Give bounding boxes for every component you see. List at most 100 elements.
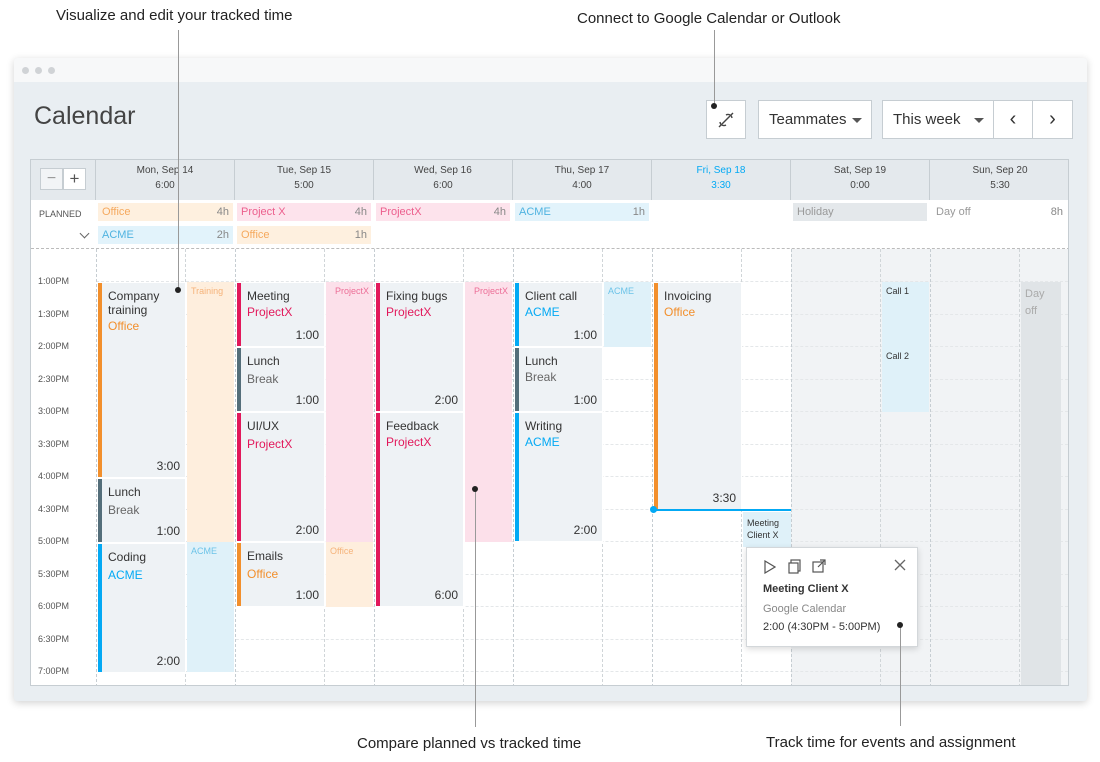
- planned-block[interactable]: Call 2: [882, 347, 929, 412]
- time-entry[interactable]: Emails Office 1:00: [236, 542, 325, 607]
- day-date: Thu, Sep 17: [554, 165, 610, 176]
- annotation-dot: [472, 486, 478, 492]
- annotation-line: [475, 490, 476, 727]
- day-total: 5:00: [294, 180, 314, 191]
- popup-title: Meeting Client X: [763, 583, 849, 595]
- planned-item[interactable]: Office 4h: [98, 203, 233, 221]
- day-header-tue: Tue, Sep 15 5:00: [235, 160, 374, 200]
- planned-item[interactable]: ProjectX 4h: [376, 203, 510, 221]
- day-date: Tue, Sep 15: [276, 165, 332, 176]
- time-entry[interactable]: Meeting ProjectX 1:00: [236, 282, 325, 347]
- time-entry[interactable]: Lunch Break 1:00: [236, 347, 325, 412]
- app-window: Calendar Teammates This week ‹ › − + Mon…: [14, 58, 1087, 701]
- chevron-down-icon: [852, 118, 862, 123]
- planned-item[interactable]: ACME 2h: [98, 226, 233, 244]
- annotation-dot: [897, 622, 903, 628]
- hour-label: 4:30PM: [38, 503, 70, 514]
- time-entry[interactable]: Fixing bugs ProjectX 2:00: [375, 282, 464, 412]
- time-entry[interactable]: Invoicing Office 3:30: [653, 282, 742, 510]
- chevron-left-icon: ‹: [1009, 108, 1017, 130]
- play-icon[interactable]: [763, 559, 777, 577]
- teammates-label: Teammates: [769, 111, 847, 128]
- popup-time: 2:00 (4:30PM - 5:00PM): [763, 621, 881, 633]
- window-dot: [22, 67, 29, 74]
- day-date: Sat, Sep 19: [833, 165, 887, 176]
- time-entry[interactable]: UI/UX ProjectX 2:00: [236, 412, 325, 542]
- next-week-button[interactable]: ›: [1032, 100, 1073, 139]
- planned-block[interactable]: ProjectX: [465, 282, 512, 542]
- day-date: Sun, Sep 20: [972, 165, 1028, 176]
- annotation-dot: [711, 103, 717, 109]
- copy-icon[interactable]: [788, 559, 802, 577]
- planned-item[interactable]: Day off 8h: [932, 203, 1067, 221]
- planned-item[interactable]: Holiday: [793, 203, 927, 221]
- event-popup: Meeting Client X Google Calendar 2:00 (4…: [746, 547, 918, 647]
- time-entry[interactable]: Coding ACME 2:00: [97, 543, 186, 673]
- window-titlebar: [14, 58, 1087, 82]
- hour-label: 3:30PM: [38, 438, 70, 449]
- hour-label: 1:00PM: [38, 276, 70, 286]
- page-title: Calendar: [34, 102, 136, 130]
- time-entry[interactable]: Writing ACME 2:00: [514, 412, 603, 542]
- day-total: 3:30: [711, 180, 731, 191]
- popup-source: Google Calendar: [763, 603, 847, 615]
- day-header-thu: Thu, Sep 17 4:00: [513, 160, 652, 200]
- planned-item[interactable]: ACME 1h: [515, 203, 649, 221]
- zoom-controls: − +: [31, 160, 96, 200]
- hour-label: 4:00PM: [38, 471, 70, 481]
- teammates-dropdown[interactable]: Teammates: [758, 100, 872, 139]
- planned-block[interactable]: Office: [326, 542, 373, 607]
- day-header-wed: Wed, Sep 16 6:00: [374, 160, 513, 200]
- planned-block[interactable]: Training: [187, 282, 234, 542]
- current-time-line: [653, 509, 791, 511]
- time-entry[interactable]: Feedback ProjectX 6:00: [375, 412, 464, 607]
- close-icon[interactable]: [894, 559, 906, 574]
- time-entry[interactable]: Lunch Break 1:00: [97, 478, 186, 543]
- hour-label: 3:00PM: [38, 406, 70, 416]
- day-total: 5:30: [990, 180, 1010, 191]
- planned-block[interactable]: ProjectX: [326, 282, 373, 542]
- current-time-dot: [650, 506, 657, 513]
- annotation-line: [178, 30, 179, 288]
- hour-label: 1:30PM: [38, 308, 70, 319]
- hour-label: 5:00PM: [38, 536, 70, 546]
- hour-label: 7:00PM: [38, 666, 70, 676]
- annotation-line: [900, 626, 901, 726]
- hour-label: 6:30PM: [38, 633, 70, 644]
- day-total: 0:00: [850, 180, 870, 191]
- hour-label: 2:00PM: [38, 341, 70, 351]
- day-date: Mon, Sep 14: [136, 165, 194, 176]
- window-dot: [48, 67, 55, 74]
- date-range-dropdown[interactable]: This week: [882, 100, 994, 139]
- annotation-dot: [175, 287, 181, 293]
- planned-block[interactable]: ACME: [604, 282, 651, 347]
- zoom-out-button[interactable]: −: [40, 168, 63, 190]
- open-external-icon[interactable]: [812, 559, 826, 576]
- planned-item[interactable]: Project X 4h: [237, 203, 371, 221]
- planned-block[interactable]: Call 1: [882, 282, 929, 347]
- planned-item[interactable]: Office 1h: [237, 226, 371, 244]
- day-total: 6:00: [433, 180, 453, 191]
- zoom-in-button[interactable]: +: [63, 168, 86, 190]
- annotation-line: [714, 30, 715, 105]
- day-total: 6:00: [155, 180, 175, 191]
- calendar-event-chip[interactable]: Meeting Client X: [743, 512, 791, 547]
- chevron-right-icon: ›: [1049, 108, 1056, 130]
- day-header-sun: Sun, Sep 20 5:30: [930, 160, 1068, 200]
- calendar-grid: − + Mon, Sep 14 6:00 Tue, Sep 15 5:00 Wed,…: [30, 159, 1069, 686]
- planned-block[interactable]: Day off: [1021, 282, 1061, 685]
- date-range-label: This week: [893, 111, 961, 128]
- annotation-edit: Visualize and edit your tracked time: [56, 7, 293, 24]
- time-entry[interactable]: Client call ACME 1:00: [514, 282, 603, 347]
- annotation-connect: Connect to Google Calendar or Outlook: [577, 10, 841, 27]
- hour-label: 5:30PM: [38, 568, 70, 579]
- time-entry[interactable]: Company training Office 3:00: [97, 282, 186, 478]
- annotation-track: Track time for events and assignment: [766, 734, 1016, 751]
- previous-week-button[interactable]: ‹: [993, 100, 1033, 139]
- time-entry[interactable]: Lunch Break 1:00: [514, 347, 603, 412]
- sync-icon: [718, 112, 734, 127]
- day-header-sat: Sat, Sep 19 0:00: [791, 160, 930, 200]
- day-date: Wed, Sep 16: [414, 165, 472, 176]
- planned-label: PLANNED: [39, 209, 82, 219]
- planned-block[interactable]: ACME: [187, 542, 234, 672]
